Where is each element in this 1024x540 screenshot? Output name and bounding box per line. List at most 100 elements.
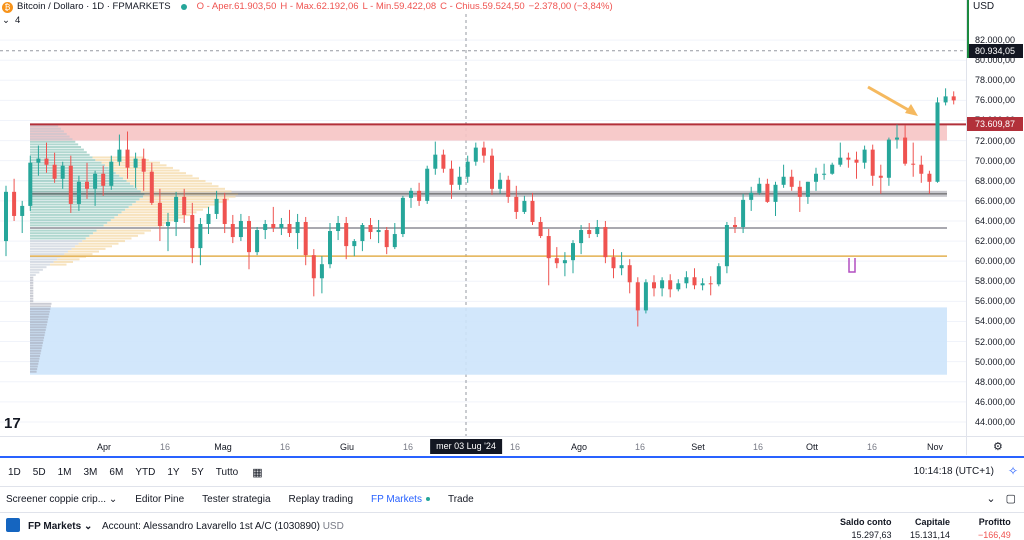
candle-up xyxy=(562,260,567,264)
clock[interactable]: 10:14:18 (UTC+1) xyxy=(913,466,994,477)
volume-profile-bar xyxy=(30,203,133,206)
tab-fp-markets[interactable]: FP Markets xyxy=(365,494,442,505)
volume-profile-bar xyxy=(30,281,34,284)
tab-replay-trading[interactable]: Replay trading xyxy=(283,494,365,505)
candle-up xyxy=(295,221,300,234)
time-tick: 16 xyxy=(159,442,171,452)
volume-profile-bar xyxy=(30,331,46,334)
candle-down xyxy=(141,158,146,172)
tab-trade[interactable]: Trade xyxy=(442,494,486,505)
volume-profile-bar xyxy=(118,213,190,216)
change-value: −2.378,00 (−3,84%) xyxy=(528,1,613,12)
candle-up xyxy=(214,198,219,214)
chart-area[interactable]: 17 ₿ Bitcoin / Dollaro · 1D · FPMARKETS … xyxy=(0,0,966,436)
volume-profile-bar xyxy=(30,294,34,297)
candle-up xyxy=(579,230,584,244)
candle-up xyxy=(522,200,527,212)
time-tick: 16 xyxy=(279,442,291,452)
time-axis[interactable]: Apr 16 Mag 16 Giu 16 mer 03 Lug '24 16 Ago 16 Set 1… xyxy=(0,436,966,455)
low-value: L - Min.59.422,08 xyxy=(362,1,437,12)
volume-profile-bar xyxy=(143,195,236,198)
tab-tester-strategia[interactable]: Tester strategia xyxy=(196,494,282,505)
chevron-down-icon[interactable]: ⌄ xyxy=(2,15,10,26)
compare-icon[interactable]: ✧ xyxy=(1007,464,1018,478)
candle-down xyxy=(68,165,73,204)
volume-profile-bar xyxy=(75,245,112,248)
account-selector[interactable]: Account: Alessandro Lavarello 1st A/C (1… xyxy=(102,521,344,532)
candle-down xyxy=(125,149,130,168)
candle-up xyxy=(684,277,689,284)
broker-name[interactable]: FP Markets ⌄ xyxy=(28,521,93,532)
timeframe-3m[interactable]: 3M xyxy=(83,466,98,478)
timeframe-1m[interactable]: 1M xyxy=(57,466,72,478)
volume-profile-bar xyxy=(30,140,76,143)
volume-profile-bar xyxy=(64,253,93,256)
volume-profile-bar xyxy=(30,268,43,271)
volume-profile-bar xyxy=(30,198,140,201)
volume-profile-bar xyxy=(110,219,177,222)
volume-profile-bar xyxy=(30,153,90,156)
candle-down xyxy=(789,176,794,187)
candle-up xyxy=(935,102,940,182)
volume-profile-bar xyxy=(30,224,104,227)
tab-label: Replay trading xyxy=(288,493,354,505)
candle-up xyxy=(830,164,835,174)
candle-down xyxy=(854,159,859,163)
chevron-down-icon[interactable]: ⌄ xyxy=(106,493,118,505)
gear-icon[interactable]: ⚙ xyxy=(993,441,1003,453)
currency-label[interactable]: USD xyxy=(973,1,995,12)
timeframe-1d[interactable]: 1D xyxy=(8,466,21,478)
candle-up xyxy=(409,190,413,198)
volume-profile-bar xyxy=(30,247,72,250)
volume-profile-bar xyxy=(30,208,126,211)
timeframe-tutto[interactable]: Tutto xyxy=(215,466,239,478)
volume-profile-bar xyxy=(30,305,51,308)
timeframe-bar: 1D 5D 1M 3M 6M YTD 1Y 5Y Tutto ▦ 10:14:18 (UTC+1… xyxy=(0,456,1024,486)
candle-down xyxy=(919,164,924,174)
time-tick: 16 xyxy=(634,442,646,452)
price-tick: 82.000,00 xyxy=(975,35,1016,46)
candle-up xyxy=(117,149,122,162)
annotation-arrow-head xyxy=(905,104,918,116)
maximize-icon[interactable]: ▢ xyxy=(1005,493,1016,505)
time-tick: Mag xyxy=(214,442,232,452)
profit-label: Profitto xyxy=(978,517,1011,527)
timeframe-6m[interactable]: 6M xyxy=(109,466,124,478)
time-tick: Nov xyxy=(926,442,944,452)
equity-value: 15.131,14 xyxy=(910,530,951,540)
balance-value: 15.297,63 xyxy=(851,530,892,540)
calendar-icon[interactable]: ▦ xyxy=(252,466,263,479)
symbol-title[interactable]: Bitcoin / Dollaro · 1D · FPMARKETS xyxy=(17,1,171,12)
price-tick: 66.000,00 xyxy=(975,195,1016,206)
candle-up xyxy=(60,165,65,179)
volume-profile-bar xyxy=(30,185,134,188)
tab-editor-pine[interactable]: Editor Pine xyxy=(129,494,196,505)
volume-profile-bar xyxy=(30,300,34,303)
candle-down xyxy=(708,283,713,285)
candle-down xyxy=(449,168,454,185)
price-tick: 68.000,00 xyxy=(975,175,1016,186)
volume-profile-bar xyxy=(128,206,210,209)
time-tick: Ott xyxy=(805,442,819,452)
price-scale[interactable]: USD 82.000,00 80.000,00 78.000,00 76.000,00… xyxy=(966,0,1024,436)
timeframe-5y[interactable]: 5Y xyxy=(191,466,204,478)
volume-profile-bar xyxy=(71,247,106,250)
tab-screener-coppie-crip[interactable]: Screener coppie crip... ⌄ xyxy=(0,494,129,505)
price-tick: 54.000,00 xyxy=(975,316,1016,327)
indicator-toggle[interactable]: ⌄ 4 xyxy=(2,15,20,27)
price-chart[interactable]: 17 xyxy=(0,0,966,436)
price-tick: 70.000,00 xyxy=(975,155,1016,166)
timeframe-5d[interactable]: 5D xyxy=(32,466,46,478)
timeframe-ytd[interactable]: YTD xyxy=(135,466,156,478)
candle-up xyxy=(352,241,357,247)
volume-profile-bar xyxy=(30,211,122,214)
timeframe-1y[interactable]: 1Y xyxy=(167,466,180,478)
volume-profile-bar xyxy=(30,146,82,149)
candle-up xyxy=(895,137,899,140)
minimize-icon[interactable]: ⌄ xyxy=(986,493,996,505)
candle-up xyxy=(28,162,33,206)
price-tick: 44.000,00 xyxy=(975,416,1016,427)
volume-profile-bar xyxy=(30,279,34,282)
volume-profile-bar xyxy=(30,368,38,371)
balance-label: Saldo conto xyxy=(840,517,892,527)
